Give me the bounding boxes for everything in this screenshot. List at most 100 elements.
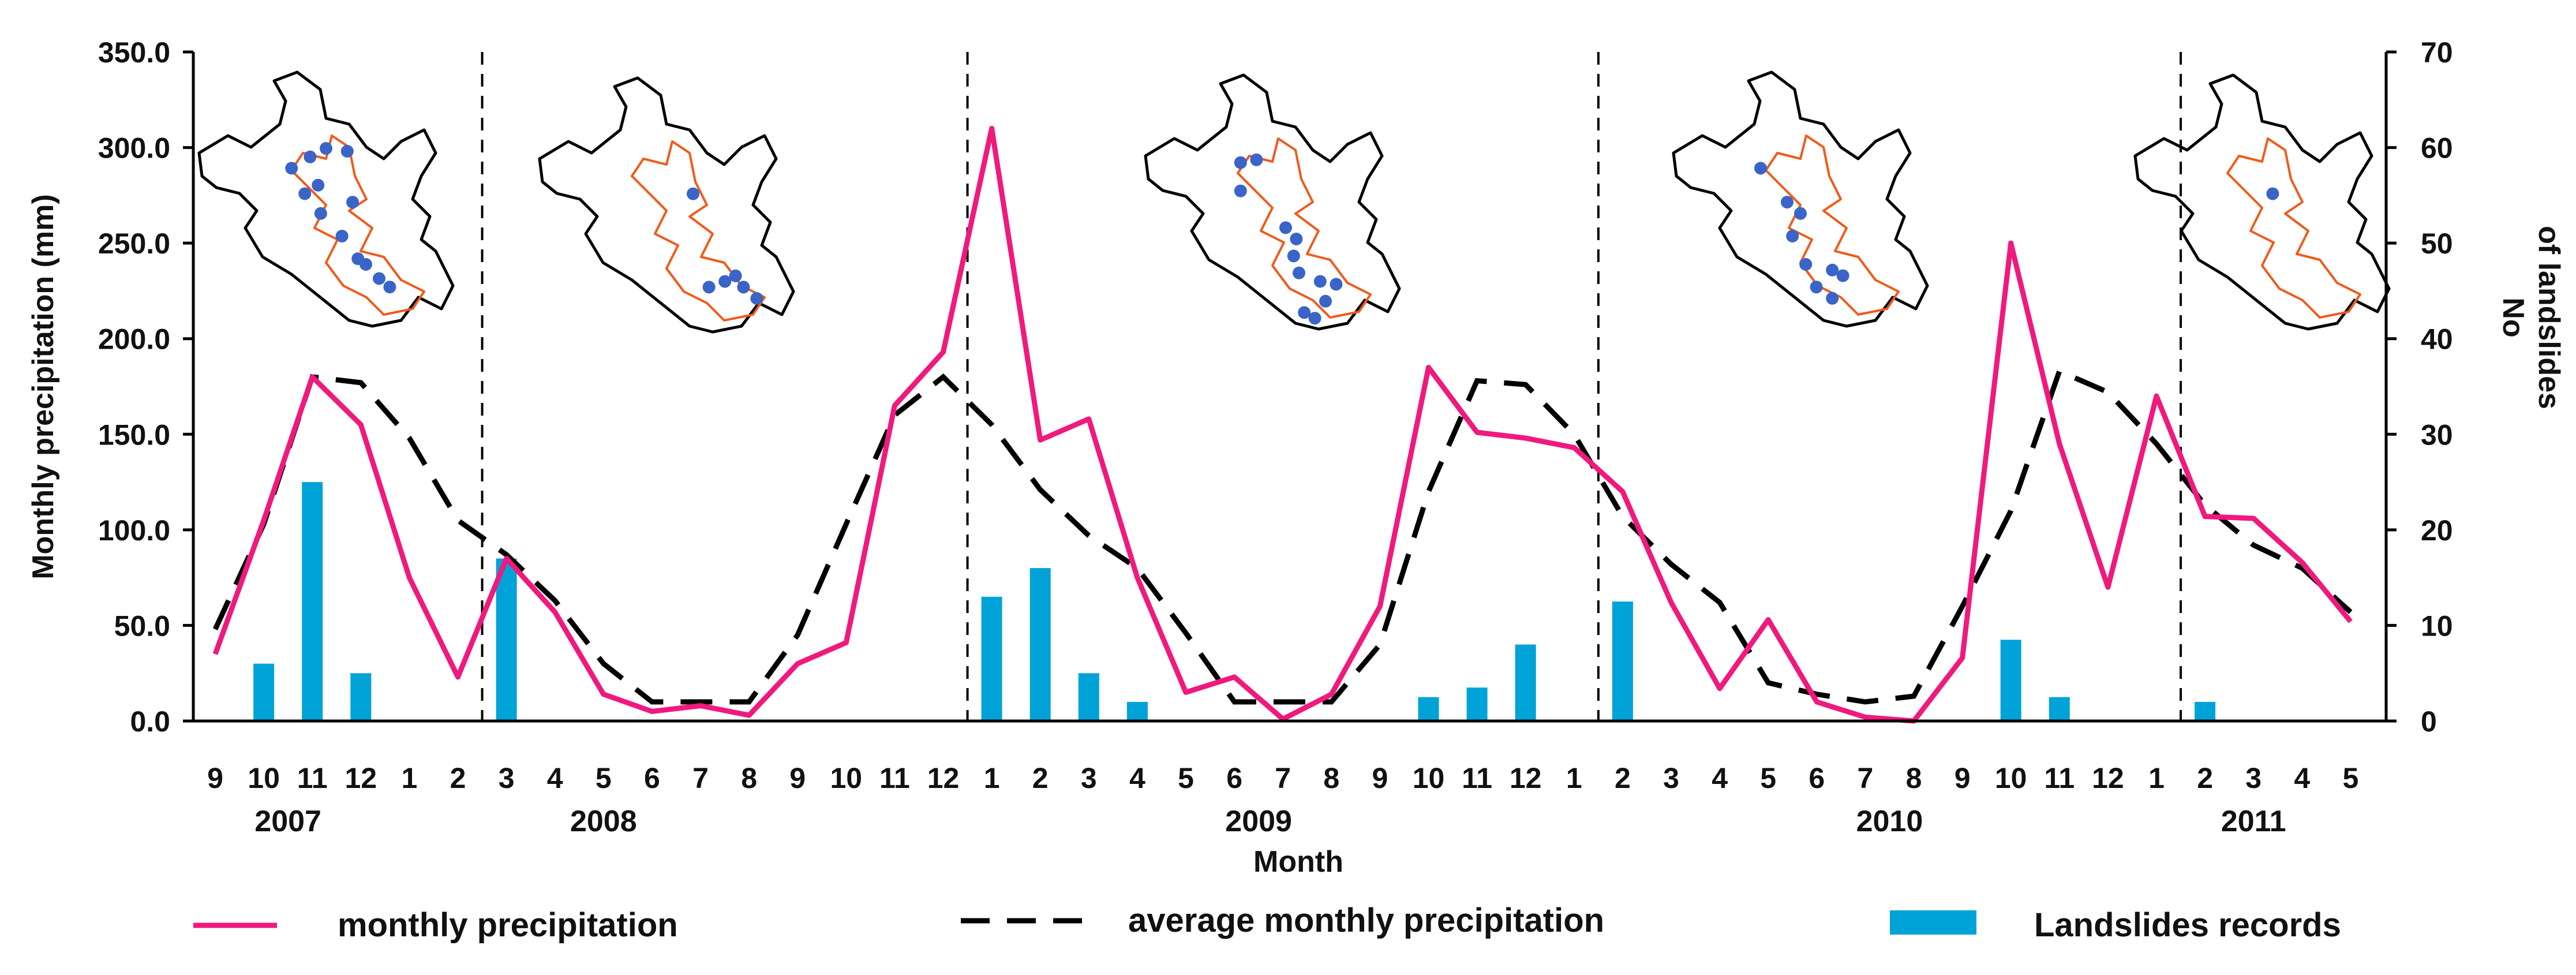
landslide-dot (360, 258, 372, 271)
right-tick-label: 50 (2421, 227, 2453, 260)
month-label: 12 (2092, 762, 2124, 794)
month-label: 2 (1032, 762, 1049, 794)
landslide-dot (346, 196, 359, 209)
landslide-dot (285, 162, 298, 175)
landslide-bar (1029, 568, 1051, 721)
landslide-bar (1418, 697, 1439, 721)
month-label: 8 (741, 762, 757, 794)
landslide-dot (1313, 275, 1327, 288)
landslide-dot (1799, 258, 1813, 271)
landslide-dot (298, 187, 312, 200)
right-tick-label: 70 (2421, 36, 2453, 69)
month-label: 7 (1275, 762, 1291, 794)
month-label: 4 (1129, 762, 1145, 794)
year-label: 2011 (2221, 805, 2286, 838)
right-tick-label: 40 (2421, 323, 2453, 356)
month-label: 2 (1615, 762, 1631, 794)
month-label: 5 (1760, 762, 1776, 794)
map-inset-2008 (538, 76, 795, 334)
landslide-dot (312, 178, 325, 192)
landslide-dot (383, 281, 396, 294)
right-tick-label: 0 (2421, 705, 2437, 738)
month-label: 11 (2044, 762, 2075, 794)
basin-boundary (1765, 135, 1900, 316)
landslide-dot (1330, 278, 1343, 291)
month-label: 10 (830, 762, 862, 794)
month-label: 9 (1372, 762, 1388, 794)
left-tick-label: 300.0 (98, 132, 170, 165)
right-tick-labels: 0 10 20 30 40 50 60 70 (2386, 36, 2453, 738)
month-tick-labels: 9 10 11 12 1 2 3 4 5 6 7 8 9 10 11 12 1 2 3 4 5 6 7 8 9 10 11 12 1 2 3… (207, 762, 2358, 794)
year-separators (481, 52, 2182, 721)
landslide-bar (1078, 673, 1099, 721)
y-axis-right-label-line1: No (2496, 297, 2530, 337)
right-tick-label: 20 (2421, 514, 2453, 547)
landslide-dot (340, 145, 354, 158)
month-label: 6 (1226, 762, 1242, 794)
left-tick-label: 200.0 (98, 323, 170, 356)
landslide-bars (253, 482, 2216, 721)
month-label: 7 (692, 762, 709, 794)
landslide-dot (737, 281, 750, 294)
landslide-dot (1794, 207, 1807, 220)
month-label: 1 (984, 762, 1000, 794)
map-inset-2010 (1672, 70, 1929, 328)
landslide-dot (718, 275, 732, 288)
month-label: 9 (789, 762, 806, 794)
legend-landslides-swatch (1890, 910, 1976, 935)
year-labels: 2007 2008 2009 2010 2011 (254, 805, 2286, 838)
landslide-bar (350, 673, 372, 721)
month-label: 7 (1857, 762, 1873, 794)
landslide-dot (702, 281, 716, 294)
left-tick-label: 0.0 (130, 705, 170, 738)
legend-landslides-label: Landslides records (2034, 906, 2341, 944)
landslide-dot (1290, 233, 1303, 245)
landslide-bar (2049, 697, 2070, 721)
landslide-dot (1308, 312, 1321, 325)
landslide-bar (1126, 701, 1148, 721)
year-label: 2008 (570, 805, 637, 838)
right-tick-label: 60 (2421, 132, 2453, 165)
month-label: 4 (2294, 762, 2310, 794)
map-inset-2011 (2133, 73, 2391, 331)
left-tick-label: 50.0 (114, 610, 170, 642)
month-label: 10 (1413, 762, 1445, 794)
year-label: 2009 (1225, 805, 1292, 838)
month-label: 10 (1995, 762, 2027, 794)
month-label: 1 (401, 762, 417, 794)
axes (192, 52, 2388, 723)
landslide-bar (1515, 644, 1536, 721)
legend-avg-label: average monthly precipitation (1128, 902, 1604, 939)
map-inset-2009 (1144, 73, 1401, 331)
landslide-dot (1287, 249, 1300, 263)
month-label: 2 (450, 762, 466, 794)
landslide-bar (1466, 688, 1488, 721)
landslide-dot (304, 150, 317, 163)
month-label: 3 (1663, 762, 1679, 794)
landslide-dot (1781, 196, 1794, 209)
x-axis-label: Month (1253, 845, 1343, 879)
month-label: 3 (2245, 762, 2262, 794)
month-label: 3 (1081, 762, 1097, 794)
landslide-dot (1234, 184, 1247, 197)
month-label: 4 (1712, 762, 1728, 794)
year-label: 2010 (1856, 805, 1923, 838)
landslide-dot (1836, 269, 1849, 282)
month-label: 5 (2342, 762, 2358, 794)
left-tick-label: 150.0 (98, 419, 170, 451)
landslide-dot (1234, 156, 1247, 169)
landslide-bar (302, 482, 323, 721)
landslide-bar (981, 596, 1002, 721)
landslide-dot (687, 187, 699, 200)
left-tick-label: 100.0 (98, 514, 170, 547)
landslide-dot (314, 207, 327, 220)
landslide-bar (2000, 640, 2021, 721)
landslide-bar (496, 558, 517, 721)
landslide-dot (1298, 306, 1311, 319)
month-label: 10 (248, 762, 280, 794)
basin-boundary (2226, 137, 2361, 319)
left-tick-labels: 0.0 50.0 100.0 150.0 200.0 250.0 300.0 350.0 (98, 36, 193, 738)
month-label: 5 (596, 762, 612, 794)
map-insets (197, 70, 2391, 334)
